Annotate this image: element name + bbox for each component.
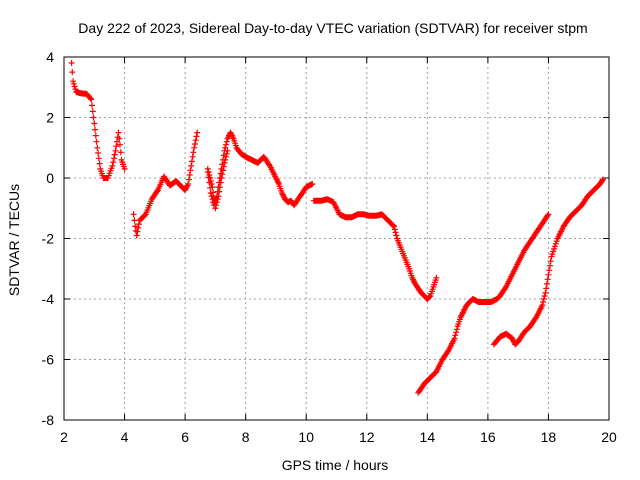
x-tick-label: 16 <box>480 429 496 445</box>
x-tick-label: 6 <box>181 429 189 445</box>
x-tick-label: 10 <box>298 429 314 445</box>
x-tick-label: 12 <box>359 429 375 445</box>
axis-ticks: 2 4 6 8 10 12 14 16 18 20 -8 -6 -4 -2 0 2 4 <box>42 49 617 445</box>
y-tick-label: -8 <box>42 412 55 428</box>
series-arc-5 <box>310 196 440 302</box>
y-tick-label: -6 <box>42 352 55 368</box>
data-point-markers <box>490 176 606 348</box>
x-axis-label: GPS time / hours <box>282 457 389 473</box>
data-points <box>68 60 606 396</box>
data-point-markers <box>310 196 440 302</box>
x-tick-label: 14 <box>420 429 436 445</box>
x-tick-label: 8 <box>242 429 250 445</box>
series-arc-7 <box>490 176 606 348</box>
y-tick-label: 2 <box>46 110 54 126</box>
data-point-markers <box>415 211 552 396</box>
y-tick-label: 0 <box>46 170 54 186</box>
series-arc-4 <box>204 147 231 212</box>
data-point-markers <box>204 147 231 212</box>
x-tick-label: 4 <box>121 429 129 445</box>
x-tick-label: 18 <box>541 429 557 445</box>
y-tick-label: -4 <box>42 291 55 307</box>
data-point-markers <box>130 129 201 239</box>
chart-title: Day 222 of 2023, Sidereal Day-to-day VTE… <box>78 20 587 36</box>
x-tick-label: 2 <box>60 429 68 445</box>
series-arc-1 <box>68 60 128 181</box>
grid <box>64 57 609 420</box>
series-arc-6 <box>415 211 552 396</box>
y-tick-label: -2 <box>42 231 55 247</box>
data-point-markers <box>68 60 128 181</box>
y-tick-label: 4 <box>46 49 54 65</box>
y-axis-label: SDTVAR / TECUs <box>6 184 22 296</box>
series-arc-2 <box>130 129 201 239</box>
x-tick-label: 20 <box>601 429 617 445</box>
